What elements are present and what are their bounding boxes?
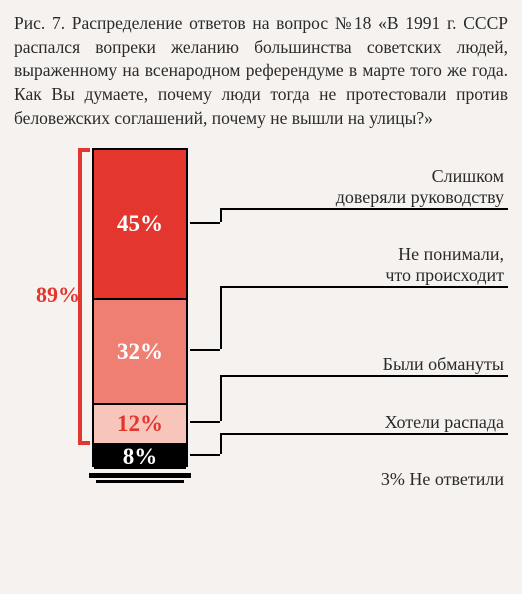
stacked-bar: 45%32%12%8%: [92, 148, 188, 467]
conn-0-a: [190, 222, 220, 224]
conn-2-a: [190, 421, 220, 423]
conn-3-c: [220, 433, 508, 435]
conn-0-b: [220, 208, 222, 222]
bar-segment-0: 45%: [94, 150, 186, 298]
conn-0-c: [220, 208, 508, 210]
figure-caption: Рис. 7. Распределение ответов на вопрос …: [14, 12, 508, 130]
chart: 89% 45%32%12%8% Слишкомдоверяли руководс…: [14, 148, 508, 518]
conn-1-c: [220, 286, 508, 288]
conn-1-b: [220, 286, 222, 349]
segment-label-2: Были обмануты: [383, 354, 504, 375]
bar-base-1: [89, 473, 191, 478]
conn-3-b: [220, 433, 222, 454]
conn-2-c: [220, 375, 508, 377]
bar-segment-3: 8%: [94, 443, 186, 469]
conn-3-a: [190, 454, 220, 456]
bracket-label: 89%: [16, 282, 80, 308]
bar-segment-1: 32%: [94, 298, 186, 403]
bracket-cap-bottom: [78, 441, 90, 445]
footer-label: 3% Не ответили: [381, 469, 504, 490]
segment-label-3: Хотели распада: [385, 412, 504, 433]
bar-base-2: [96, 480, 184, 483]
segment-label-0: Слишкомдоверяли руководству: [336, 166, 504, 207]
conn-2-b: [220, 375, 222, 421]
conn-1-a: [190, 349, 220, 351]
segment-label-1: Не понимали,что происходит: [385, 244, 504, 285]
bar-segment-2: 12%: [94, 403, 186, 443]
